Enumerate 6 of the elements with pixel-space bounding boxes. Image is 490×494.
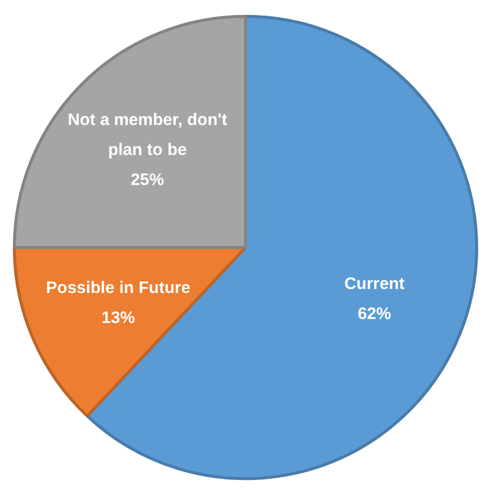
data-label: 25%	[130, 170, 164, 190]
slice-label: Current	[344, 274, 405, 293]
slice-label: Possible in Future	[46, 278, 190, 297]
slice-label: Not a member, don't plan to be	[68, 110, 228, 160]
data-label: 62%	[358, 304, 392, 323]
data-label: 13%	[102, 308, 136, 328]
